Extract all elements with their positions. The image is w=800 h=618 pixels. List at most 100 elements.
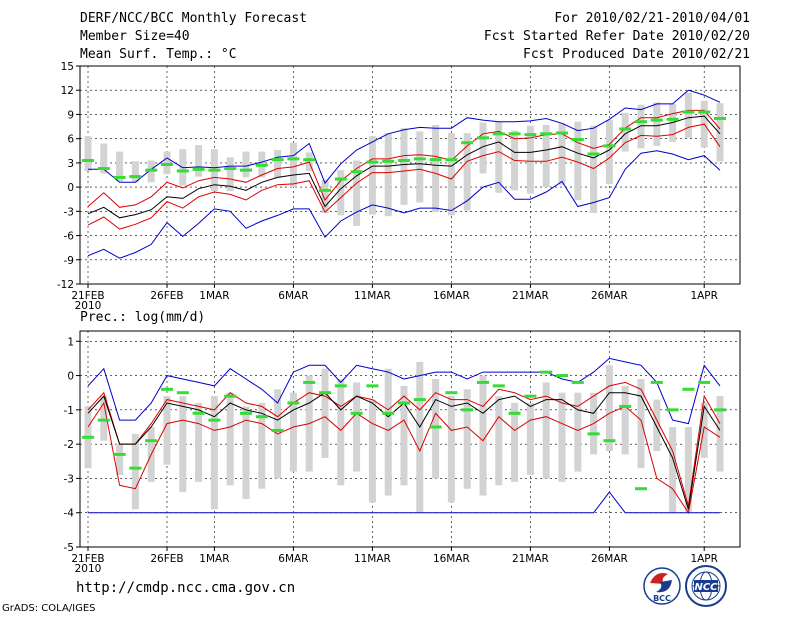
- range-bar: [368, 399, 376, 503]
- mean-mark: [603, 439, 616, 443]
- range-bar: [432, 379, 440, 479]
- bcc-logo: BCC: [643, 567, 681, 605]
- range-bar: [116, 444, 124, 475]
- y-tick-label: -6: [64, 231, 75, 243]
- mean-mark: [161, 163, 173, 167]
- range-bar: [621, 112, 629, 152]
- range-bar: [432, 124, 440, 213]
- range-bar: [368, 136, 376, 215]
- mean-mark: [666, 117, 679, 121]
- y-tick-label: -3: [64, 473, 74, 485]
- series-line-upper: [87, 381, 721, 507]
- ncc-logo: NCC: [685, 565, 727, 607]
- range-bar: [669, 427, 677, 513]
- x-tick-label: 1APR: [690, 553, 718, 565]
- range-bar: [179, 396, 187, 493]
- x-tick-label: 1APR: [690, 290, 718, 302]
- range-bar: [621, 385, 629, 455]
- y-tick-label: 3: [67, 158, 74, 170]
- range-bar: [479, 375, 487, 496]
- x-tick-label: 6MAR: [278, 553, 308, 565]
- range-bar: [558, 392, 566, 482]
- fcst-refer-date: Fcst Started Refer Date 2010/02/20: [483, 29, 750, 44]
- mean-mark: [508, 411, 521, 415]
- mean-mark: [255, 415, 268, 419]
- range-bar: [337, 379, 345, 486]
- mean-mark: [161, 387, 173, 391]
- y-tick-label: -4: [64, 508, 75, 520]
- series-line-lower: [87, 123, 721, 230]
- series-line-min: [88, 491, 720, 514]
- mean-mark: [413, 157, 426, 161]
- range-bar: [100, 143, 108, 174]
- mean-mark: [113, 175, 126, 179]
- x-tick-label: 21MAR: [512, 290, 549, 302]
- mean-mark: [145, 168, 158, 172]
- mean-mark: [145, 439, 158, 443]
- y-tick-label: 6: [67, 134, 74, 146]
- range-bar: [195, 403, 203, 482]
- range-bar: [400, 128, 408, 205]
- mean-mark: [682, 387, 695, 391]
- x-tick-label: 11MAR: [354, 553, 391, 565]
- range-bar: [463, 133, 471, 211]
- mean-mark: [698, 380, 711, 384]
- x-tick-label: 1MAR: [199, 290, 229, 302]
- mean-mark: [224, 394, 237, 398]
- range-bar: [605, 365, 613, 451]
- mean-mark: [619, 127, 632, 131]
- mean-mark: [334, 177, 347, 181]
- mean-mark: [319, 391, 331, 395]
- mean-mark: [556, 131, 568, 135]
- series-line-max: [88, 89, 721, 185]
- mean-mark: [113, 452, 126, 456]
- range-bar: [653, 102, 661, 146]
- mean-mark: [492, 384, 505, 388]
- range-bar: [637, 104, 645, 149]
- range-bar: [542, 124, 550, 188]
- prec-panel-title: Prec.: log(mm/d): [80, 310, 206, 325]
- mean-mark: [240, 411, 252, 415]
- mean-mark: [192, 167, 205, 171]
- range-bar: [447, 133, 455, 216]
- mean-mark: [524, 133, 537, 137]
- x-tick-label: 6MAR: [278, 290, 308, 302]
- mean-mark: [303, 380, 316, 384]
- mean-mark: [382, 411, 395, 415]
- mean-mark: [366, 160, 379, 164]
- mean-mark: [477, 136, 489, 140]
- mean-mark: [208, 168, 221, 172]
- series-line-max: [87, 357, 721, 425]
- series-line-lower: [87, 401, 721, 515]
- mean-mark: [382, 159, 395, 163]
- range-bar: [511, 403, 519, 482]
- range-bar: [321, 368, 329, 458]
- mean-mark: [635, 120, 647, 124]
- mean-mark: [303, 158, 316, 162]
- range-bar: [605, 120, 613, 184]
- mean-mark: [398, 158, 410, 162]
- mean-mark: [714, 408, 726, 412]
- y-tick-label: -12: [57, 279, 74, 291]
- range-bar: [226, 392, 234, 486]
- range-bar: [558, 123, 566, 185]
- range-bar: [384, 133, 392, 217]
- mean-mark: [492, 132, 505, 136]
- range-bar: [242, 406, 250, 499]
- range-bar: [637, 379, 645, 469]
- source-url[interactable]: http://cmdp.ncc.cma.gov.cn: [76, 580, 296, 596]
- range-bar: [574, 121, 582, 201]
- range-bar: [495, 396, 503, 486]
- range-bar: [100, 396, 108, 441]
- mean-mark: [129, 175, 142, 179]
- range-bar: [353, 160, 361, 226]
- range-bar: [242, 151, 250, 178]
- range-bar: [684, 427, 692, 513]
- x-tick-label: 16MAR: [433, 553, 470, 565]
- x-tick-label: 26FEB: [150, 553, 183, 565]
- plot-frame: [79, 65, 741, 285]
- x-tick-label: 1MAR: [199, 553, 229, 565]
- mean-mark: [129, 466, 142, 470]
- mean-mark: [666, 408, 679, 412]
